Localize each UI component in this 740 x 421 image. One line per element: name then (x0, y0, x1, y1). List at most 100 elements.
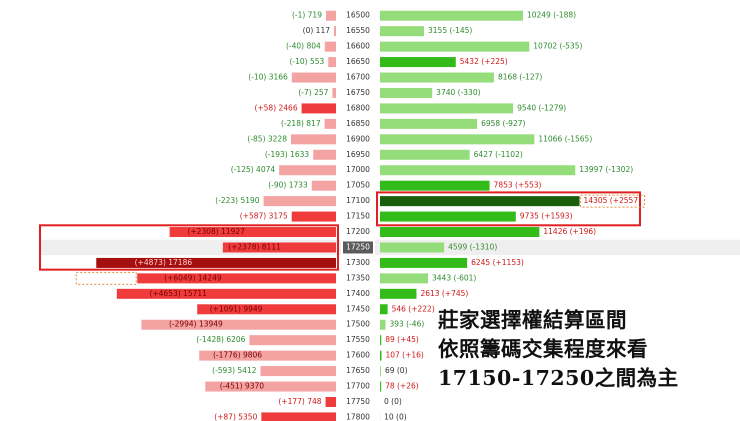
caption-line-3: 17150-17250之間為主 (438, 366, 679, 390)
call-bar (380, 180, 490, 191)
call-value-label: 393 (-46) (389, 320, 424, 329)
call-bar (380, 273, 429, 284)
put-value-label: (-451) 9370 (220, 382, 265, 391)
strike-column-bg (341, 4, 375, 421)
strike-label: 17350 (346, 273, 370, 282)
call-value-label: 7853 (+553) (494, 181, 542, 190)
call-bar (380, 211, 516, 222)
call-value-label: 5432 (+225) (460, 57, 508, 66)
put-value-label: (+6049) 14249 (164, 273, 222, 282)
strike-label: 17800 (346, 412, 370, 421)
put-value-label: (-7) 257 (298, 88, 328, 97)
put-value-label: (-1) 719 (292, 11, 322, 20)
put-value-label: (+4873) 17186 (135, 258, 193, 267)
strike-label: 16850 (346, 119, 370, 128)
strike-label: 16500 (346, 11, 370, 20)
put-value-label: (-218) 817 (281, 119, 321, 128)
put-bar (324, 118, 336, 129)
call-value-label: 89 (+45) (385, 335, 419, 344)
put-value-label: (-85) 3228 (247, 134, 287, 143)
strike-label: 16650 (346, 57, 370, 66)
strike-label: 17450 (346, 304, 370, 313)
strike-label: 16700 (346, 73, 370, 82)
caption-line-1: 莊家選擇權結算區間 (438, 308, 627, 332)
strike-label: 17750 (346, 397, 370, 406)
call-bar (380, 165, 576, 176)
strike-label: 17300 (346, 258, 370, 267)
put-bar (205, 381, 336, 392)
put-value-label: (-1776) 9806 (213, 351, 262, 360)
call-bar (380, 87, 433, 98)
put-bar (334, 26, 336, 37)
strike-label: 16750 (346, 88, 370, 97)
put-bar (325, 396, 336, 407)
call-value-label: 2613 (+745) (420, 289, 468, 298)
put-value-label: (-10) 3166 (248, 73, 288, 82)
call-value-label: 107 (+16) (385, 351, 423, 360)
caption-line-2: 依照籌碼交集程度來看 (438, 337, 648, 361)
put-bar (328, 57, 336, 68)
call-value-label: 6958 (-927) (481, 119, 525, 128)
strike-label: 16600 (346, 42, 370, 51)
put-value-label: (+1091) 9949 (210, 304, 263, 313)
call-bar (380, 196, 580, 207)
put-value-label: (0) 117 (303, 26, 331, 35)
strike-label: 17550 (346, 335, 370, 344)
put-bar (324, 41, 336, 52)
call-bar (380, 242, 445, 253)
put-bar (311, 180, 336, 191)
call-highlight-box (376, 191, 641, 227)
strike-label: 17050 (346, 181, 370, 190)
put-value-label: (+58) 2466 (254, 103, 297, 112)
strike-label: 16950 (346, 150, 370, 159)
call-bar (380, 381, 382, 392)
strike-label: 17400 (346, 289, 370, 298)
put-bar (291, 72, 336, 83)
put-bar (141, 319, 336, 330)
put-value-label: (+587) 3175 (240, 212, 288, 221)
call-bar (380, 149, 470, 160)
put-bar (261, 412, 336, 421)
put-bar (222, 242, 336, 253)
call-bar (380, 319, 386, 330)
call-bar (380, 288, 417, 299)
put-bar (197, 304, 336, 315)
call-bar (380, 227, 540, 238)
call-value-label: 8168 (-127) (498, 73, 542, 82)
put-bar (169, 227, 336, 238)
call-bar (380, 103, 514, 114)
call-value-label: 6427 (-1102) (474, 150, 523, 159)
put-value-label: (-40) 804 (286, 42, 321, 51)
put-highlight-box (39, 224, 339, 271)
put-bar (291, 211, 336, 222)
max-call-change-marker (580, 194, 646, 208)
call-value-label: 9540 (-1279) (517, 103, 566, 112)
strike-label: 17200 (346, 227, 370, 236)
strike-label: 17250 (346, 242, 370, 251)
put-value-label: (+2308) 11927 (187, 227, 245, 236)
call-bar (380, 134, 535, 145)
call-value-label: 0 (0) (384, 397, 402, 406)
call-bar (380, 350, 382, 361)
put-value-label: (-193) 1633 (265, 150, 310, 159)
call-bar (380, 72, 494, 83)
strike-label: 17150 (346, 212, 370, 221)
strike-label: 17000 (346, 165, 370, 174)
strike-label: 17500 (346, 320, 370, 329)
call-bar (380, 26, 425, 37)
put-value-label: (+87) 5350 (214, 412, 257, 421)
call-value-label: 3155 (-145) (428, 26, 472, 35)
put-bar (263, 196, 336, 207)
call-value-label: 6245 (+1153) (471, 258, 524, 267)
strike-label: 16550 (346, 26, 370, 35)
put-value-label: (-223) 5190 (215, 196, 260, 205)
put-bar (313, 149, 336, 160)
call-value-label: 78 (+26) (385, 382, 419, 391)
strike-label: 17700 (346, 382, 370, 391)
strike-label: 16800 (346, 103, 370, 112)
call-value-label: 14305 (+2557) (584, 196, 642, 205)
put-bar (249, 335, 336, 346)
put-value-label: (-125) 4074 (231, 165, 276, 174)
put-bar (199, 350, 336, 361)
